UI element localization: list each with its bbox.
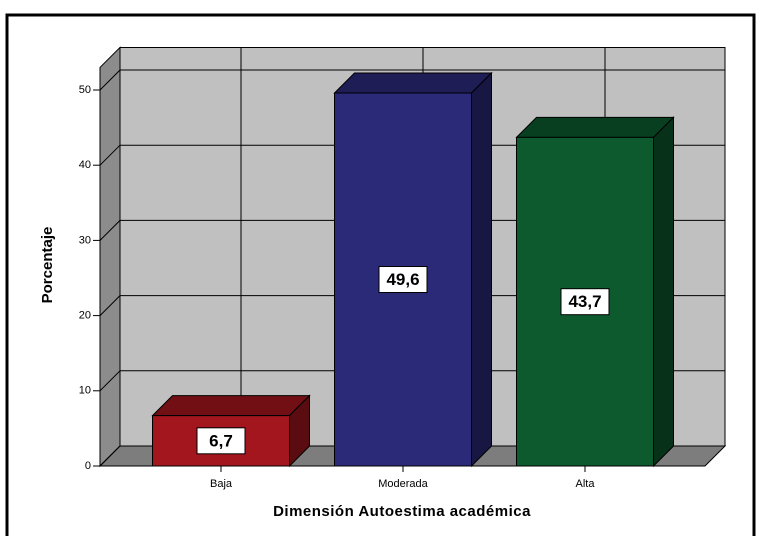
grid-line xyxy=(99,69,121,91)
left-wall xyxy=(99,46,121,468)
bar xyxy=(333,71,493,468)
bar-top xyxy=(515,116,675,138)
y-tick-label: 50 xyxy=(79,84,91,96)
y-tick-label: 30 xyxy=(79,234,91,246)
value-label-box xyxy=(560,288,610,316)
x-tick-label: Alta xyxy=(576,478,596,490)
value-label: 49,6 xyxy=(386,270,419,289)
y-axis-label: Porcentaje xyxy=(39,227,56,304)
y-tick-label: 10 xyxy=(79,385,91,397)
bar-side xyxy=(653,116,674,468)
bar-side xyxy=(471,71,492,468)
y-tick-label: 20 xyxy=(79,310,91,322)
x-tick-label: Moderada xyxy=(378,478,428,490)
bar-top xyxy=(333,72,493,94)
grid-line xyxy=(99,295,121,316)
value-label-box xyxy=(196,427,246,455)
grid-line xyxy=(99,144,121,166)
y-tick-label: 40 xyxy=(79,159,91,171)
plot: 0 10 20 30 40 50 6,7 Baja 49,6 Moderada 43,7 Alta xyxy=(79,46,727,490)
bar-top xyxy=(151,395,311,417)
x-tick-label: Baja xyxy=(210,478,233,490)
value-label-box xyxy=(378,266,428,294)
value-label: 6,7 xyxy=(209,431,233,450)
grid-line xyxy=(99,220,121,241)
grid-line xyxy=(99,370,121,392)
y-tick-label: 0 xyxy=(85,460,91,472)
grid-line xyxy=(99,445,121,467)
bar xyxy=(151,394,311,468)
value-label: 43,7 xyxy=(568,292,601,311)
x-axis-label: Dimensión Autoestima académica xyxy=(273,503,531,520)
